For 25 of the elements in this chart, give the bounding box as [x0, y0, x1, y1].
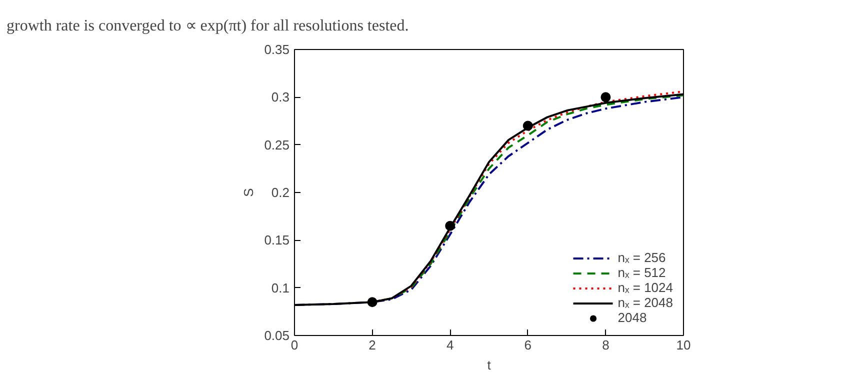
- point: [445, 220, 456, 231]
- x-tick-label: 0: [290, 338, 298, 352]
- legend-label: nₓ = 256: [618, 250, 666, 265]
- text: growth rate is converged to ∝ exp(πt) for all resolutions tested.: [6, 18, 409, 34]
- y-tick-label: 0.35: [264, 42, 290, 57]
- x-tick-label: 4: [446, 338, 454, 352]
- y-tick-label: 0.05: [264, 328, 290, 343]
- x-tick-label: 2: [368, 338, 376, 352]
- x-axis-title: t: [487, 358, 492, 372]
- x-tick-label: 6: [524, 338, 532, 352]
- point: [600, 92, 611, 102]
- x-tick-label: 10: [676, 338, 691, 352]
- y-tick-label: 0.1: [271, 280, 290, 296]
- legend-label: nₓ = 1024: [618, 280, 673, 295]
- point: [522, 120, 533, 131]
- point: [367, 297, 378, 308]
- y-tick-label: 0.15: [264, 232, 290, 248]
- y-tick-label: 0.2: [271, 185, 290, 200]
- y-tick-label: 0.3: [271, 90, 290, 105]
- legend-label: nₓ = 512: [618, 265, 666, 280]
- y-axis-title: S: [241, 188, 256, 197]
- y-tick-label: 0.25: [264, 137, 290, 152]
- legend-label: nₓ = 2048: [618, 295, 673, 310]
- legend-label: 2048: [618, 310, 647, 325]
- x-tick-label: 8: [602, 338, 610, 352]
